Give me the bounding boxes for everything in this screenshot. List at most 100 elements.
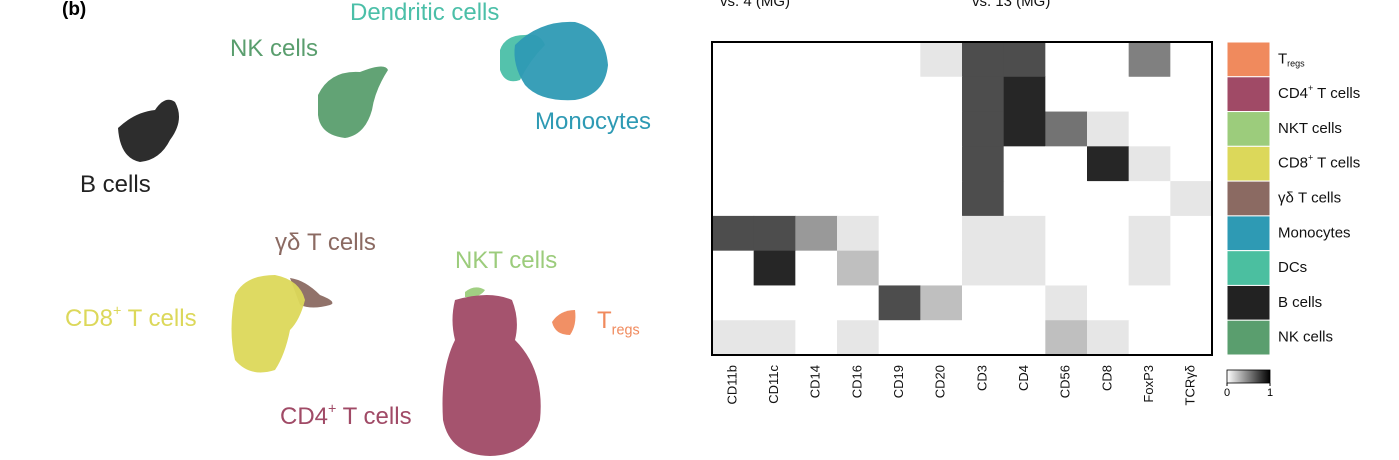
heat-cell [1003, 181, 1046, 217]
heat-cell [1170, 215, 1213, 252]
text-part: CD8 [1278, 155, 1308, 172]
heat-cell [1170, 320, 1213, 356]
heat-cell [1128, 320, 1171, 356]
column-label: CD56 [1058, 365, 1073, 398]
heat-cell [795, 285, 838, 321]
text-part: T cells [121, 305, 196, 332]
panel-label: (b) [62, 0, 86, 20]
heat-cell [837, 146, 880, 182]
heat-cell [1003, 285, 1046, 321]
cluster-label: NKT cells [455, 247, 557, 274]
heat-cell [1045, 285, 1088, 321]
heat-cell [712, 181, 755, 217]
column-label: CD11c [766, 365, 781, 404]
superscript: + [328, 401, 336, 417]
heat-cell [837, 285, 880, 321]
heat-cell [1170, 146, 1213, 182]
legend-label: NKT cells [1278, 120, 1342, 137]
heat-cell [712, 42, 755, 78]
heat-cell [1045, 111, 1088, 147]
heatmap-frame [711, 41, 1213, 356]
heat-cell [712, 215, 755, 252]
column-label: CD8 [1099, 365, 1114, 391]
heat-cell [837, 215, 880, 252]
colorbar [1226, 369, 1271, 384]
cluster-blob [442, 295, 541, 456]
superscript: + [1308, 153, 1313, 163]
heat-cell [753, 181, 796, 217]
text-part: Monocytes [1278, 224, 1351, 241]
column-label: CD3 [974, 365, 989, 391]
cluster-label: Dendritic cells [350, 0, 499, 26]
heat-cell [1087, 111, 1130, 147]
heat-cell [837, 250, 880, 286]
heat-cell [1087, 181, 1130, 217]
heat-cell [1003, 146, 1046, 182]
header: vs. 4 (MG) [720, 0, 790, 10]
heat-cell [1087, 285, 1130, 321]
text-part: NK cells [230, 35, 318, 62]
heat-cell [795, 146, 838, 182]
cluster-label: γδ T cells [275, 229, 376, 256]
column-label: TCRγδ [1183, 365, 1198, 405]
heat-cell [1170, 76, 1213, 113]
heat-cell [1128, 215, 1171, 252]
heat-cell [1170, 42, 1213, 78]
heat-cell [712, 285, 755, 321]
heat-cell [878, 111, 921, 147]
colorbar-tick-label: 1 [1267, 387, 1273, 399]
subscript: regs [1287, 59, 1305, 69]
superscript: + [1308, 83, 1313, 93]
text-part: NKT cells [1278, 120, 1342, 137]
heat-cell [1003, 42, 1046, 78]
legend-swatch [1226, 319, 1271, 356]
heat-cell [795, 76, 838, 113]
colorbar-tick-label: 0 [1224, 387, 1230, 399]
heat-cell [878, 215, 921, 252]
heat-cell [1128, 250, 1171, 286]
heat-cell [1087, 146, 1130, 182]
heat-cell [753, 111, 796, 147]
text-part: DCs [1278, 259, 1307, 276]
heat-cell [1003, 250, 1046, 286]
heat-cell [1170, 285, 1213, 321]
legend-swatch [1226, 76, 1271, 113]
heat-cell [1045, 215, 1088, 252]
text-part: Dendritic cells [350, 0, 499, 26]
heat-cell [712, 111, 755, 147]
heat-cell [753, 146, 796, 182]
heat-cell [837, 76, 880, 113]
heat-cell [753, 215, 796, 252]
cluster-label: Tregs​ [597, 307, 640, 338]
heat-cell [712, 250, 755, 286]
heat-cell [1170, 250, 1213, 286]
text-part: CD4 [280, 403, 328, 430]
heat-cell [920, 320, 963, 356]
heat-cell [795, 42, 838, 78]
column-label: FoxP3 [1141, 365, 1156, 403]
text-part: CD4 [1278, 85, 1308, 102]
heat-cell [962, 181, 1005, 217]
text-part: B cells [80, 171, 151, 198]
heat-cell [920, 146, 963, 182]
heat-cell [920, 111, 963, 147]
legend-label: CD8+​ T cells [1278, 153, 1360, 172]
heat-cell [1087, 320, 1130, 356]
cluster-blob [231, 275, 305, 373]
heat-cell [920, 42, 963, 78]
cluster-label: CD4+​ T cells [280, 401, 412, 430]
text-part: B cells [1278, 294, 1322, 311]
heat-cell [837, 42, 880, 78]
legend-label: NK cells [1278, 329, 1333, 346]
heat-cell [878, 42, 921, 78]
heat-cell [878, 320, 921, 356]
heat-cell [878, 181, 921, 217]
text-part: CD8 [65, 305, 113, 332]
heat-cell [1170, 181, 1213, 217]
legend-swatch [1226, 41, 1271, 78]
column-label: CD4 [1016, 365, 1031, 391]
heat-cell [1045, 181, 1088, 217]
cluster-blob [552, 310, 576, 335]
heat-cell [795, 250, 838, 286]
